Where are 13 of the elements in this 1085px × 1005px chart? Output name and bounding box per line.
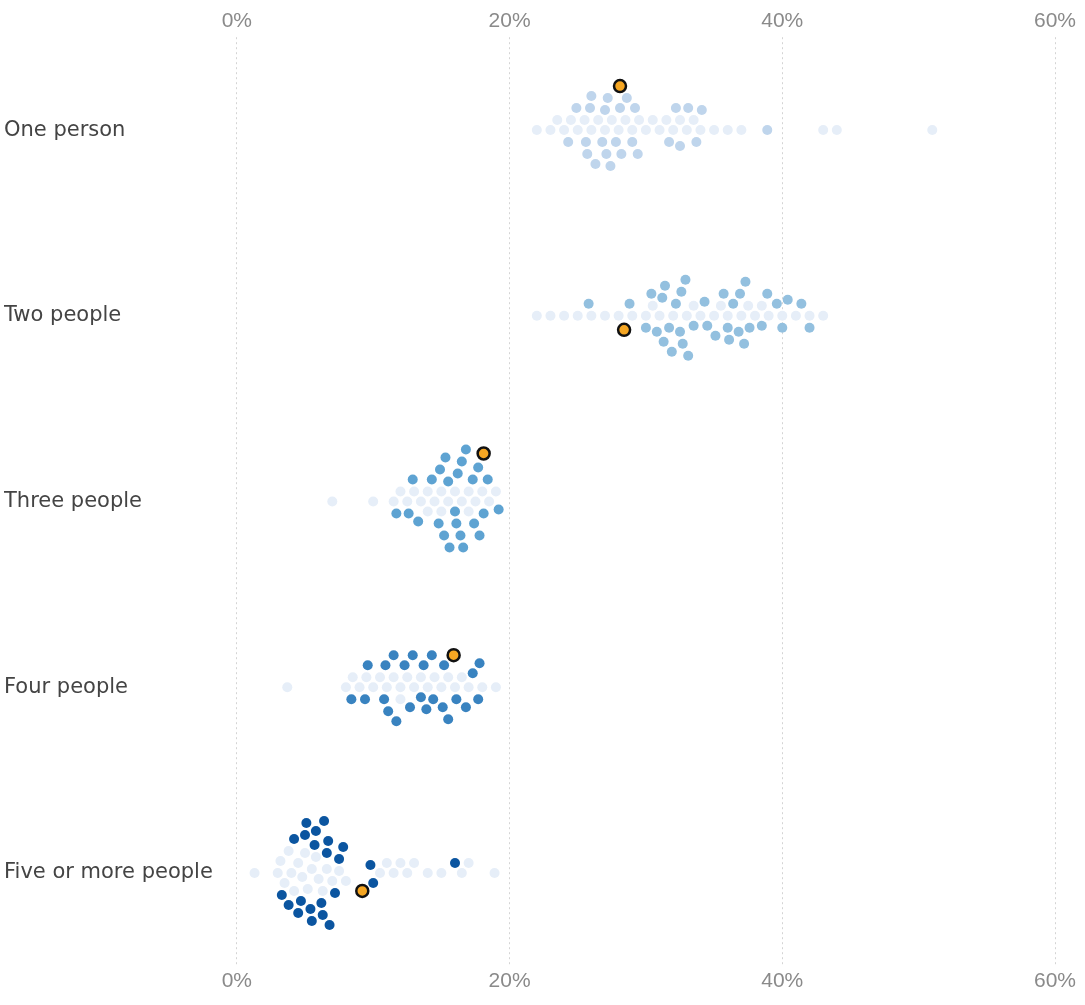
y-tick-label: Four people bbox=[4, 673, 128, 698]
x2-tick-label: 60% bbox=[1033, 8, 1077, 32]
x2-tick-label: 0% bbox=[221, 8, 252, 32]
x2-tick-label: 40% bbox=[761, 8, 804, 32]
x2-tick-label: 20% bbox=[488, 8, 531, 32]
x-tick-label: 40% bbox=[761, 968, 804, 992]
x-tick-label: 20% bbox=[488, 968, 531, 992]
x-tick-label: 60% bbox=[1033, 968, 1077, 992]
y-tick-label: One person bbox=[4, 116, 126, 141]
y-tick-label: Three people bbox=[3, 487, 143, 512]
y-tick-label: Two people bbox=[3, 302, 122, 327]
x-tick-label: 0% bbox=[221, 968, 252, 992]
y-tick-label: Five or more people bbox=[4, 859, 213, 884]
